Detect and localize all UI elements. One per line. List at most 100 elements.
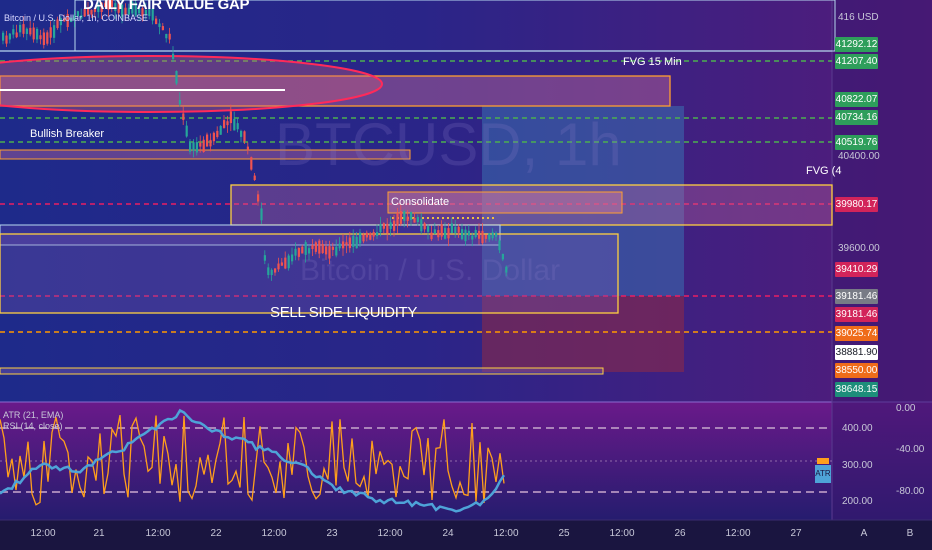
log-scale-button[interactable]: B (906, 528, 914, 539)
candle-body (59, 18, 62, 26)
candle-body (396, 212, 399, 226)
candle-body (253, 175, 256, 181)
candle-body (403, 211, 406, 221)
candle-body (12, 29, 15, 35)
atr-indicator-label[interactable]: ATR (21, EMA) (3, 410, 64, 420)
candle-body (325, 246, 328, 255)
candle-body (505, 266, 508, 273)
candle-body (321, 243, 324, 254)
candle-body (100, 2, 103, 12)
candle-body (372, 231, 375, 237)
candle-body (226, 121, 229, 126)
ind-right-axis-2: -40.00 (896, 444, 925, 455)
candle-body (348, 237, 351, 249)
candle-body (270, 269, 273, 276)
candle-body (430, 232, 433, 240)
candle-body (274, 268, 277, 273)
candle-body (80, 15, 83, 19)
candle-body (450, 223, 453, 234)
candle-body (56, 19, 59, 29)
candle-body (311, 245, 314, 250)
candle-body (138, 8, 141, 14)
price-tag[interactable]: 39181.46 (835, 289, 878, 304)
candle-body (158, 23, 161, 28)
symbol-line[interactable]: Bitcoin / U.S. Dollar, 1h, COINBASE (4, 13, 149, 23)
candle-body (161, 26, 164, 31)
price-axis-prefix: 416 (838, 12, 855, 23)
price-tag[interactable]: 39410.29 (835, 262, 878, 277)
candle-body (104, 3, 107, 8)
time-axis-label: 12:00 (30, 528, 56, 539)
time-axis-label: 12:00 (725, 528, 751, 539)
time-axis-label: 22 (210, 528, 222, 539)
candle-body (297, 247, 300, 257)
time-axis-label: 23 (326, 528, 338, 539)
sell-side-box (0, 233, 619, 314)
candle-body (22, 24, 25, 34)
candle-body (117, 0, 120, 13)
candle-body (168, 33, 171, 40)
candle-body (87, 8, 90, 15)
price-tag[interactable]: 38550.00 (835, 363, 878, 378)
rsi-indicator-label[interactable]: RSI (14, close) (3, 421, 63, 431)
price-tag[interactable]: 40519.76 (835, 135, 878, 150)
candle-body (36, 28, 39, 40)
candle-body (240, 130, 243, 137)
candle-body (284, 257, 287, 269)
time-axis-label: 25 (558, 528, 570, 539)
price-tag[interactable]: 38648.15 (835, 382, 878, 397)
candle-body (352, 235, 355, 247)
candle-body (386, 223, 389, 234)
price-axis-currency: 416 USD (838, 12, 879, 23)
candle-body (155, 18, 158, 25)
time-axis-label: 26 (674, 528, 686, 539)
candle-body (478, 230, 481, 239)
candle-body (97, 4, 100, 13)
price-tag[interactable]: 40734.16 (835, 110, 878, 125)
candle-body (328, 246, 331, 259)
candle-body (433, 229, 436, 234)
candle-body (141, 8, 144, 17)
chart-title: DAILY FAIR VALUE GAP (83, 0, 250, 13)
candle-body (114, 3, 117, 12)
price-tag[interactable]: 39025.74 (835, 326, 878, 341)
time-axis-label: 21 (93, 528, 105, 539)
atr-tag[interactable]: ATR (815, 465, 831, 483)
candle-body (308, 248, 311, 254)
candle-body (134, 2, 137, 16)
candle-body (8, 33, 11, 40)
candle-body (488, 233, 491, 240)
candle-body (393, 220, 396, 231)
candle-body (389, 222, 392, 229)
price-tag[interactable]: 40822.07 (835, 92, 878, 107)
price-tag[interactable]: 41292.12 (835, 37, 878, 52)
candle-body (53, 25, 56, 38)
candle-body (124, 7, 127, 16)
candle-body (416, 217, 419, 223)
ind-left-axis-3: 200.00 (842, 496, 873, 507)
candle-body (461, 229, 464, 240)
candle-body (107, 0, 110, 10)
candle-body (178, 99, 181, 105)
bullish-breaker-label: Bullish Breaker (30, 128, 104, 140)
candle-body (498, 240, 501, 251)
price-tag[interactable]: 39181.46 (835, 307, 878, 322)
candle-body (379, 224, 382, 233)
candle-body (202, 139, 205, 153)
candle-body (243, 131, 246, 142)
candle-body (192, 142, 195, 151)
candle-body (32, 27, 35, 40)
time-axis-label: 12:00 (145, 528, 171, 539)
price-tag[interactable]: 38881.90 (835, 345, 878, 360)
price-tag[interactable]: 41207.40 (835, 54, 878, 69)
candle-body (382, 223, 385, 229)
auto-scale-button[interactable]: A (860, 528, 868, 539)
candle-body (257, 194, 260, 202)
candle-body (376, 232, 379, 236)
candle-body (93, 7, 96, 12)
price-tag[interactable]: 39980.17 (835, 197, 878, 212)
candle-body (495, 233, 498, 237)
ind-left-axis-2: 300.00 (842, 460, 873, 471)
